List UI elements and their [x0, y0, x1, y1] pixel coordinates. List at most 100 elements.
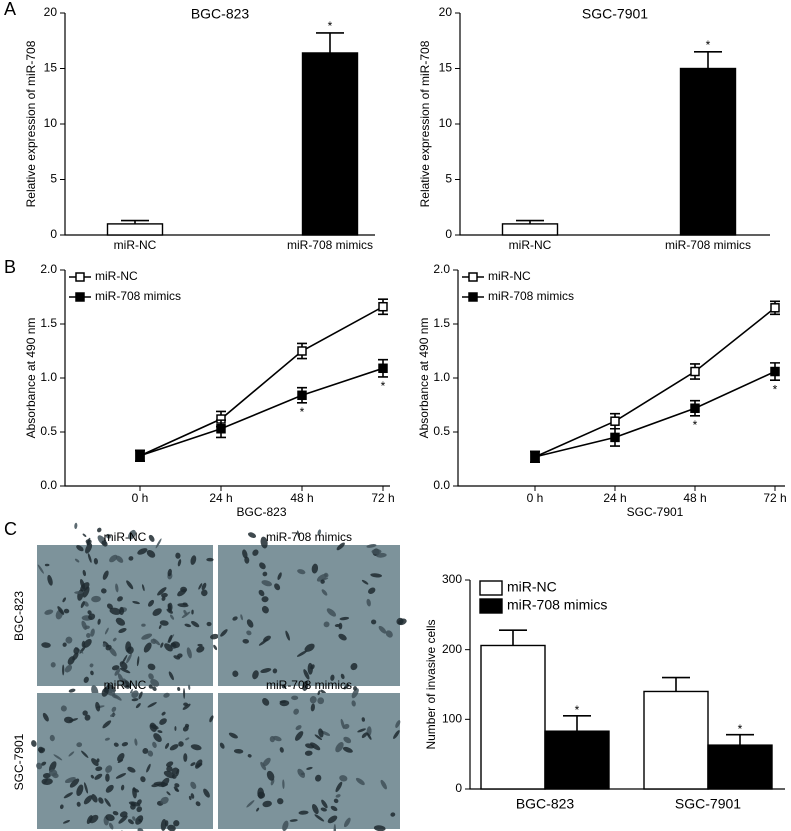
- cell: [117, 673, 124, 683]
- cell: [246, 630, 252, 636]
- legend-swatch: [479, 598, 503, 614]
- cell: [31, 740, 37, 747]
- y-tick-label: 0: [50, 227, 57, 241]
- cell: [169, 614, 175, 620]
- cell: [91, 758, 99, 767]
- cell: [173, 786, 179, 791]
- cell: [242, 638, 250, 644]
- cell: [73, 647, 80, 655]
- y-axis-label: Number of invasive cells: [424, 619, 438, 749]
- cell: [82, 569, 87, 577]
- cell: [86, 633, 91, 638]
- cell: [119, 667, 131, 674]
- cell: [171, 774, 177, 779]
- cell: [101, 588, 107, 594]
- cell: [97, 527, 102, 533]
- cell: [183, 753, 188, 762]
- cell: [339, 616, 350, 621]
- marker: [297, 346, 307, 356]
- cell: [118, 815, 128, 824]
- cell: [115, 555, 124, 563]
- significance-mark: *: [575, 703, 580, 717]
- cell: [117, 759, 124, 764]
- cell: [260, 668, 272, 673]
- x-tick-label: 0 h: [132, 491, 149, 505]
- cell: [378, 625, 387, 634]
- cell: [90, 670, 94, 676]
- cell: [132, 816, 136, 821]
- cell: [147, 663, 156, 671]
- cell: [105, 765, 113, 773]
- cell: [210, 633, 219, 640]
- cell: [121, 654, 128, 665]
- cell: [233, 748, 244, 754]
- cell: [134, 738, 138, 746]
- cell: [167, 568, 172, 577]
- marker: [378, 301, 388, 312]
- cell: [130, 803, 136, 810]
- chart-title: BGC-823: [191, 6, 250, 22]
- cell: [252, 549, 259, 556]
- cell: [260, 761, 267, 771]
- cell: [191, 609, 194, 615]
- cell: [310, 703, 315, 712]
- cell: [42, 773, 51, 779]
- cell: [157, 730, 163, 734]
- y-tick-label: 10: [439, 116, 453, 130]
- x-tick-label: 48 h: [290, 491, 313, 505]
- significance-mark: *: [300, 405, 305, 419]
- error-bar: [726, 733, 754, 746]
- marker: [216, 424, 226, 434]
- cell: [334, 623, 341, 627]
- micrograph: [37, 693, 213, 829]
- cell: [81, 750, 89, 758]
- cell: [366, 544, 377, 548]
- cell: [90, 628, 95, 637]
- cell: [262, 697, 270, 706]
- cell: [361, 732, 368, 739]
- cell: [164, 643, 173, 652]
- cell: [357, 728, 366, 733]
- cell: [201, 582, 207, 591]
- cell: [135, 703, 141, 709]
- cell: [323, 621, 330, 628]
- cell: [182, 602, 188, 606]
- cell: [169, 744, 179, 751]
- cell: [67, 656, 75, 665]
- cell: [183, 687, 186, 699]
- cell: [127, 819, 134, 825]
- cell: [138, 691, 143, 700]
- y-tick-label: 1.5: [40, 316, 57, 330]
- cell: [82, 710, 88, 716]
- panel-label: C: [4, 519, 17, 539]
- cell: [298, 810, 309, 815]
- y-tick-label: 1.5: [433, 316, 450, 330]
- cell: [262, 571, 268, 577]
- cell: [326, 608, 337, 617]
- cell: [309, 696, 317, 704]
- cell: [266, 770, 275, 781]
- y-tick-label: 0: [455, 781, 462, 795]
- significance-mark: *: [738, 722, 743, 736]
- cell: [64, 664, 73, 673]
- cell: [136, 806, 143, 813]
- cell: [310, 742, 321, 751]
- cell: [74, 522, 78, 530]
- cell: [141, 633, 153, 640]
- cell: [104, 627, 109, 635]
- cell: [128, 529, 136, 540]
- cell: [335, 742, 344, 753]
- cell: [95, 766, 103, 772]
- cell: [104, 798, 111, 807]
- marker: [770, 303, 780, 313]
- cell: [60, 705, 67, 712]
- cell: [84, 782, 89, 794]
- legend-label: miR-708 mimics: [95, 289, 181, 303]
- cell: [277, 798, 284, 805]
- cell: [171, 641, 180, 649]
- cell: [177, 686, 181, 692]
- cell: [209, 715, 214, 723]
- cell: [135, 815, 144, 825]
- cell: [47, 574, 53, 586]
- cell: [232, 616, 238, 621]
